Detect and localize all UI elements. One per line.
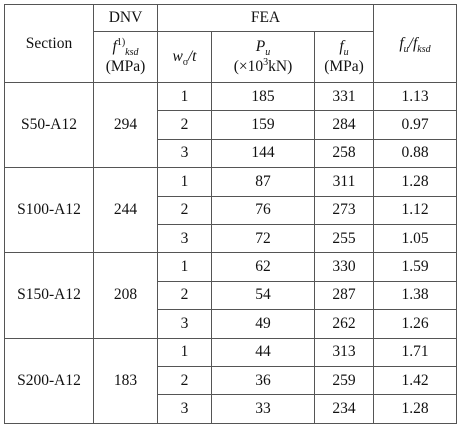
wot-cell: 2: [157, 365, 212, 396]
wot-cell: 2: [157, 195, 212, 225]
pu-header: Pu (×103kN): [211, 31, 315, 83]
dnv-header: DNV: [93, 4, 158, 32]
ratio-cell: 0.97: [373, 110, 457, 140]
fksd-cell: 208: [93, 252, 158, 339]
section-cell: S150-A12: [4, 252, 94, 339]
fu-cell: 258: [314, 138, 374, 169]
section-cell: S200-A12: [4, 337, 94, 424]
table-row: S100-A12 244 1 87 311 1.28: [4, 167, 457, 254]
wot-cell: 1: [157, 81, 212, 112]
section-cell: S50-A12: [4, 81, 94, 169]
fksd-header: f1)ksd (MPa): [93, 31, 158, 83]
pu-cell: 87: [211, 167, 315, 197]
fu-cell: 255: [314, 223, 374, 254]
ratio-cell: 1.71: [373, 337, 457, 367]
pu-cell: 62: [211, 252, 315, 282]
table-row: 2 36 259 1.42: [5, 365, 457, 396]
wot-cell: 2: [157, 280, 212, 311]
table-row: 2 76 273 1.12: [5, 195, 457, 225]
fu-cell: 284: [314, 110, 374, 140]
section-header: Section: [4, 4, 94, 83]
fksd-cell: 294: [93, 81, 158, 169]
fu-cell: 287: [314, 280, 374, 311]
table-row: 3 49 262 1.26: [5, 309, 457, 339]
fu-cell: 234: [314, 394, 374, 424]
ratio-cell: 1.05: [373, 223, 457, 254]
fu-cell: 331: [314, 81, 374, 112]
pu-cell: 76: [211, 195, 315, 225]
ratio-cell: 1.59: [373, 252, 457, 282]
ratio-cell: 1.12: [373, 195, 457, 225]
wot-cell: 1: [157, 337, 212, 367]
wot-cell: 3: [157, 138, 212, 169]
wot-cell: 3: [157, 223, 212, 254]
table-row: S50-A12 294 1 185 331 1.13: [4, 81, 457, 169]
ratio-cell: 1.28: [373, 167, 457, 197]
fu-cell: 273: [314, 195, 374, 225]
wot-cell: 1: [157, 167, 212, 197]
ratio-cell: 1.13: [373, 81, 457, 112]
wot-cell: 1: [157, 252, 212, 282]
table-row: S200-A12 183 1 44 313 1.71: [4, 337, 457, 424]
pu-cell: 159: [211, 110, 315, 140]
table-row: 3 72 255 1.05: [5, 223, 457, 254]
table-row: 3 144 258 0.88: [5, 138, 457, 169]
fu-cell: 259: [314, 365, 374, 396]
fksd-cell: 183: [93, 337, 158, 424]
wot-cell: 3: [157, 309, 212, 339]
fksd-cell: 244: [93, 167, 158, 254]
pu-cell: 144: [211, 138, 315, 169]
results-table: Section DNV FEA fu/fksd f1)ksd (MPa) wo/…: [4, 4, 457, 424]
pu-cell: 44: [211, 337, 315, 367]
table-row: 3 33 234 1.28: [5, 394, 457, 424]
pu-cell: 49: [211, 309, 315, 339]
fu-header: fu (MPa): [314, 31, 374, 83]
fu-cell: 262: [314, 309, 374, 339]
pu-cell: 54: [211, 280, 315, 311]
table-row: S150-A12 208 1 62 330 1.59: [4, 252, 457, 339]
wot-header: wo/t: [157, 31, 212, 83]
ratio-cell: 1.38: [373, 280, 457, 311]
results-table-container: Section DNV FEA fu/fksd f1)ksd (MPa) wo/…: [4, 4, 457, 424]
ratio-cell: 1.42: [373, 365, 457, 396]
pu-cell: 72: [211, 223, 315, 254]
ratio-cell: 1.26: [373, 309, 457, 339]
pu-cell: 33: [211, 394, 315, 424]
fu-cell: 330: [314, 252, 374, 282]
ratio-cell: 0.88: [373, 138, 457, 169]
wot-cell: 2: [157, 110, 212, 140]
pu-cell: 185: [211, 81, 315, 112]
ratio-cell: 1.28: [373, 394, 457, 424]
section-cell: S100-A12: [4, 167, 94, 254]
fea-header: FEA: [157, 4, 374, 32]
ratio-header: fu/fksd: [373, 4, 457, 83]
wot-cell: 3: [157, 394, 212, 424]
pu-cell: 36: [211, 365, 315, 396]
fu-cell: 313: [314, 337, 374, 367]
table-row: 2 54 287 1.38: [5, 280, 457, 311]
fu-cell: 311: [314, 167, 374, 197]
